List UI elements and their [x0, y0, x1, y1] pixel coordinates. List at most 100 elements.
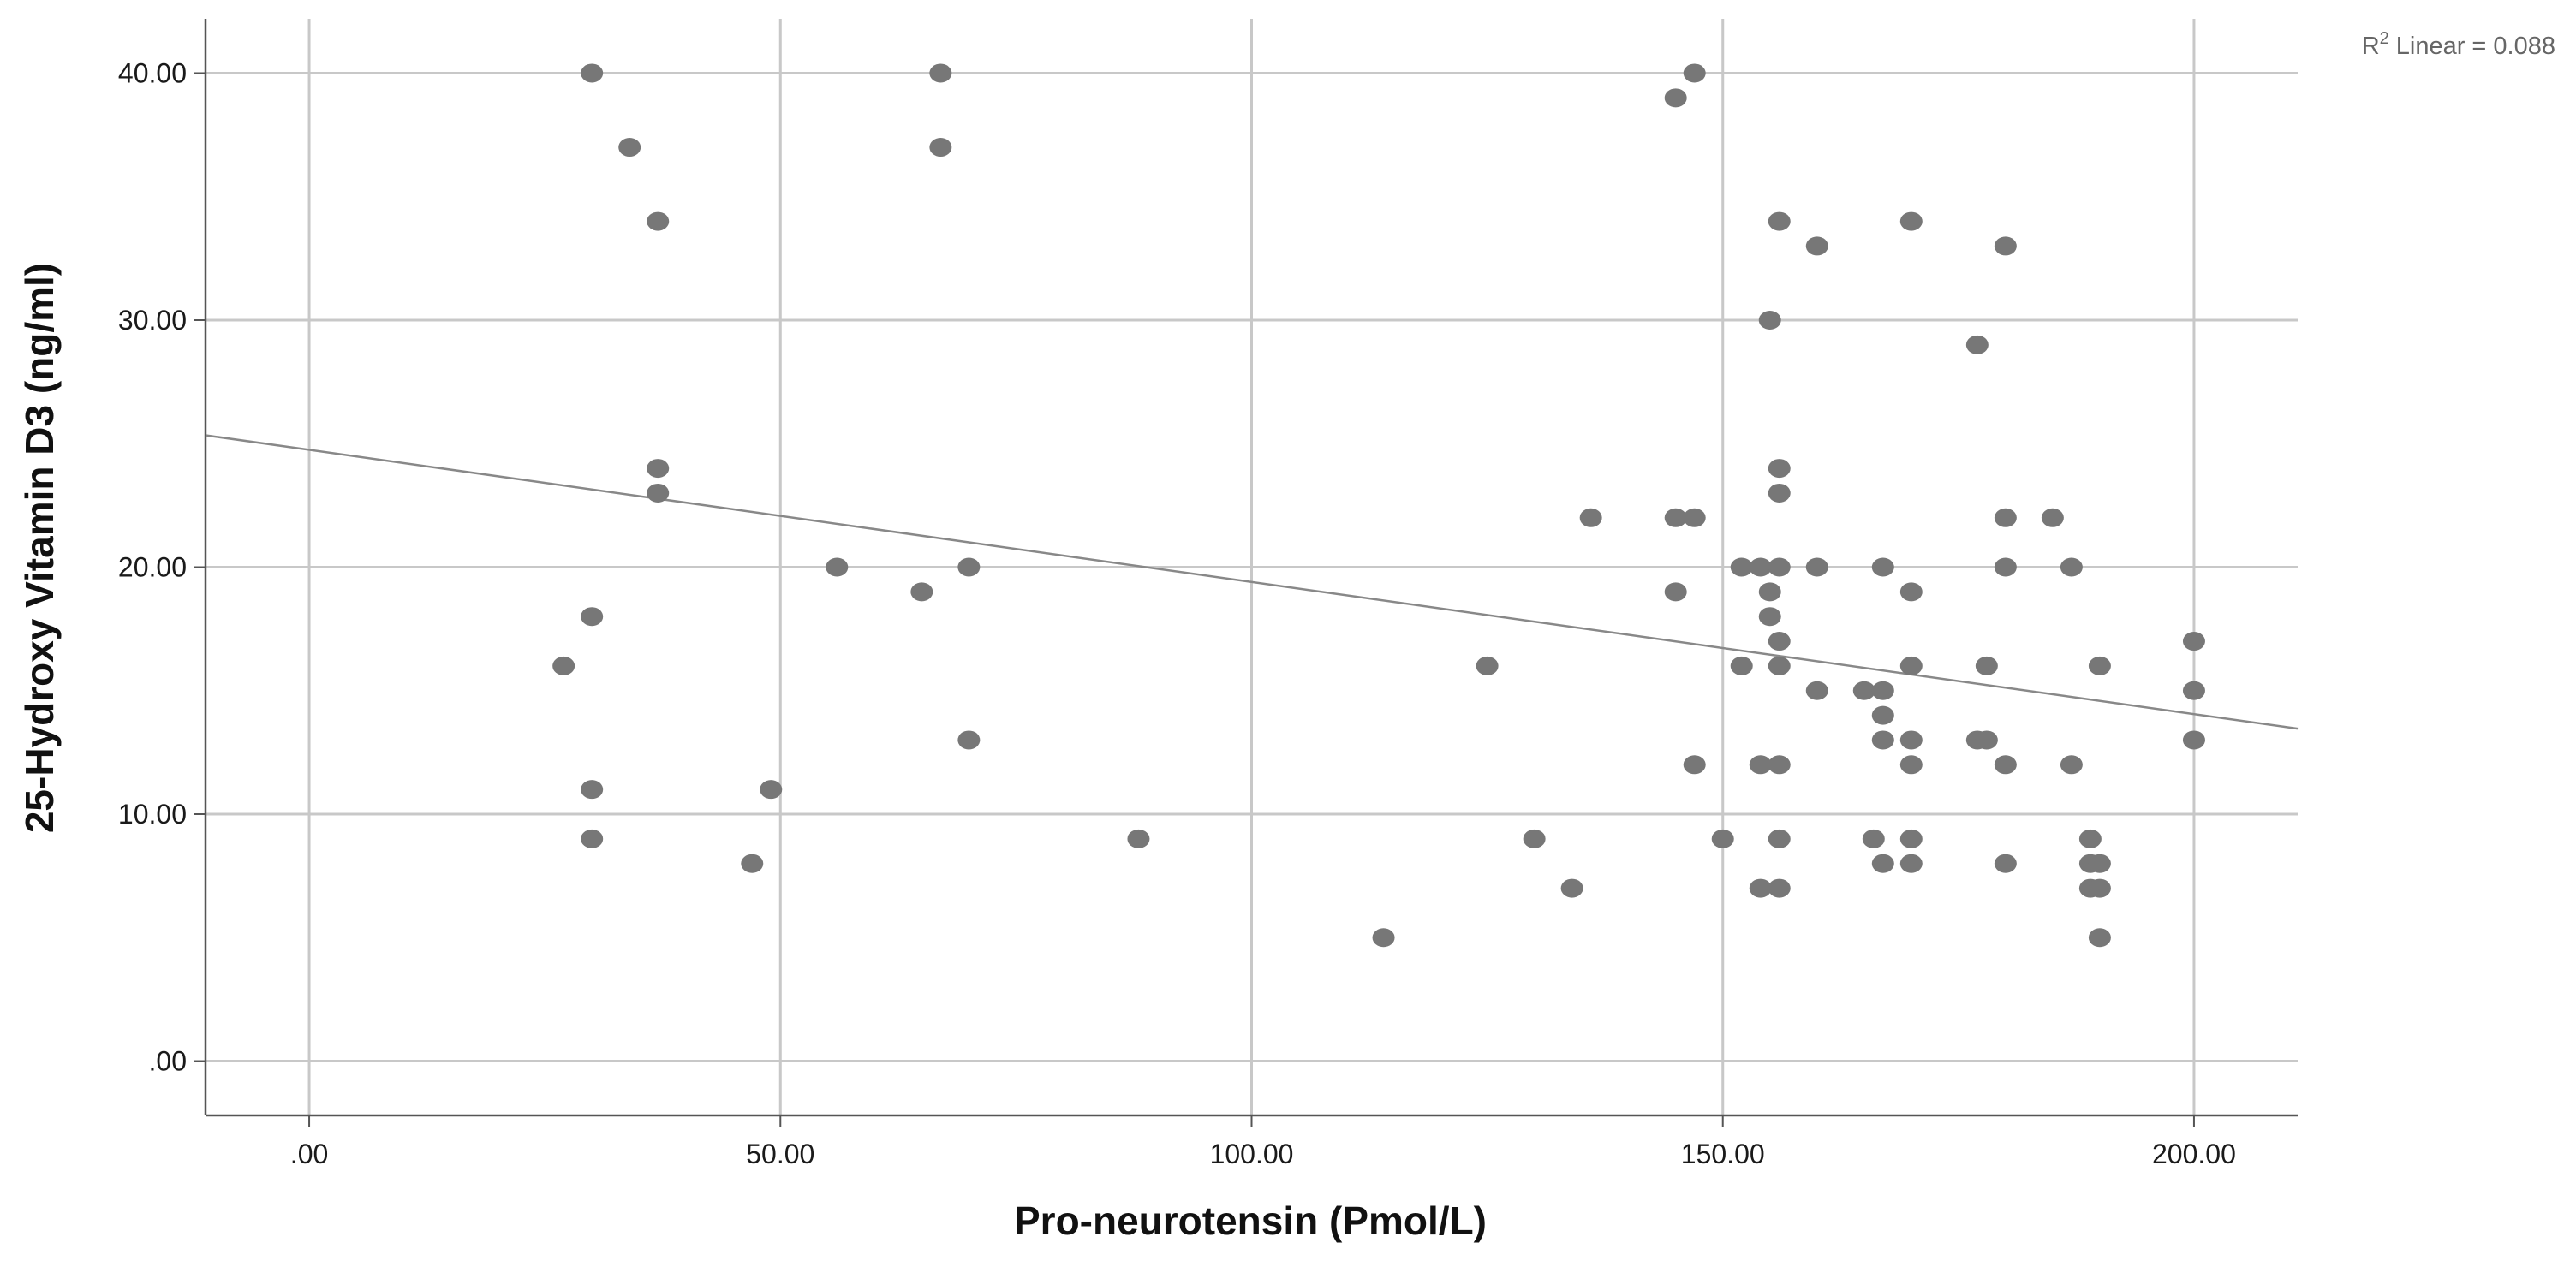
data-point	[1372, 928, 1395, 948]
y-tick-label: 30.00	[118, 305, 187, 336]
r2-annotation: R2 Linear = 0.088	[2362, 29, 2555, 60]
data-point	[1768, 557, 1791, 577]
data-point	[1768, 878, 1791, 898]
data-point	[2182, 730, 2205, 750]
data-point	[1768, 829, 1791, 848]
data-point	[1523, 829, 1546, 848]
data-point	[1899, 854, 1923, 873]
data-point	[1994, 236, 2017, 256]
data-point	[581, 780, 604, 800]
data-point	[1768, 755, 1791, 775]
x-tick-labels: .00 50.00 100.00 150.00 200.00	[290, 1139, 2236, 1169]
data-point	[2041, 508, 2064, 527]
data-point	[1664, 88, 1687, 108]
data-point	[957, 730, 981, 750]
data-point	[957, 557, 981, 577]
data-point	[929, 63, 952, 83]
fit-line-group	[205, 434, 2299, 730]
data-point	[1711, 829, 1734, 848]
data-point	[1664, 582, 1687, 602]
data-point	[1975, 730, 1998, 750]
data-point	[552, 656, 575, 675]
data-point	[647, 211, 670, 231]
data-point	[1768, 632, 1791, 651]
data-point	[1994, 755, 2017, 775]
data-point	[1683, 508, 1706, 527]
data-point	[581, 829, 604, 848]
data-point	[1758, 582, 1781, 602]
data-point	[760, 780, 783, 800]
data-point	[1749, 557, 1772, 577]
data-point	[1560, 878, 1583, 898]
data-points	[552, 63, 2205, 948]
data-point	[1862, 829, 1885, 848]
data-point	[1871, 705, 1894, 725]
data-point	[1871, 854, 1894, 873]
data-point	[2060, 755, 2083, 775]
data-point	[2182, 681, 2205, 700]
data-point	[618, 138, 641, 158]
data-point	[1899, 582, 1923, 602]
data-point	[1768, 656, 1791, 675]
data-point	[1730, 656, 1753, 675]
x-tick-label: 150.00	[1681, 1139, 1765, 1169]
data-point	[910, 582, 933, 602]
data-point	[1805, 681, 1828, 700]
data-point	[1871, 557, 1894, 577]
data-point	[1994, 557, 2017, 577]
data-point	[1899, 656, 1923, 675]
data-point	[2060, 557, 2083, 577]
data-point	[2088, 928, 2111, 948]
data-point	[2182, 632, 2205, 651]
data-point	[2088, 656, 2111, 675]
grid-lines	[206, 19, 2298, 1115]
data-point	[1683, 63, 1706, 83]
data-point	[1805, 557, 1828, 577]
data-point	[1852, 681, 1875, 700]
data-point	[2088, 878, 2111, 898]
data-point	[1476, 656, 1499, 675]
data-point	[1899, 211, 1923, 231]
y-tick-labels: .00 10.00 20.00 30.00 40.00	[118, 57, 187, 1076]
data-point	[929, 138, 952, 158]
data-point	[1127, 829, 1150, 848]
data-point	[1899, 730, 1923, 750]
linear-fit-line	[205, 434, 2299, 730]
data-point	[2078, 829, 2102, 848]
data-point	[1749, 878, 1772, 898]
data-point	[1871, 681, 1894, 700]
data-point	[1758, 607, 1781, 627]
data-point	[1664, 508, 1687, 527]
x-tick-label: 200.00	[2152, 1139, 2236, 1169]
data-point	[1730, 557, 1753, 577]
data-point	[1899, 829, 1923, 848]
data-point	[1683, 755, 1706, 775]
data-point	[1975, 656, 1998, 675]
data-point	[1579, 508, 1602, 527]
data-point	[1805, 236, 1828, 256]
x-axis-title: Pro-neurotensin (Pmol/L)	[1014, 1199, 1487, 1243]
r2-prefix: R	[2362, 33, 2380, 60]
data-point	[581, 63, 604, 83]
y-axis-title: 25-Hydroxy Vitamin D3 (ng/ml)	[17, 263, 62, 833]
x-tick-label: 100.00	[1210, 1139, 1294, 1169]
x-tick-label: .00	[290, 1139, 328, 1169]
y-tick-label: 10.00	[118, 799, 187, 830]
data-point	[1749, 755, 1772, 775]
r2-superscript: 2	[2380, 29, 2389, 48]
data-point	[1994, 508, 2017, 527]
data-point	[1768, 459, 1791, 479]
axes	[194, 19, 2298, 1127]
r2-value: Linear = 0.088	[2396, 33, 2555, 60]
y-tick-label: .00	[149, 1046, 187, 1077]
data-point	[1965, 335, 1989, 354]
data-point	[2088, 854, 2111, 873]
data-point	[1994, 854, 2017, 873]
data-point	[741, 854, 764, 873]
y-tick-label: 20.00	[118, 552, 187, 583]
data-point	[1758, 310, 1781, 330]
data-point	[647, 483, 670, 503]
x-tick-label: 50.00	[746, 1139, 814, 1169]
